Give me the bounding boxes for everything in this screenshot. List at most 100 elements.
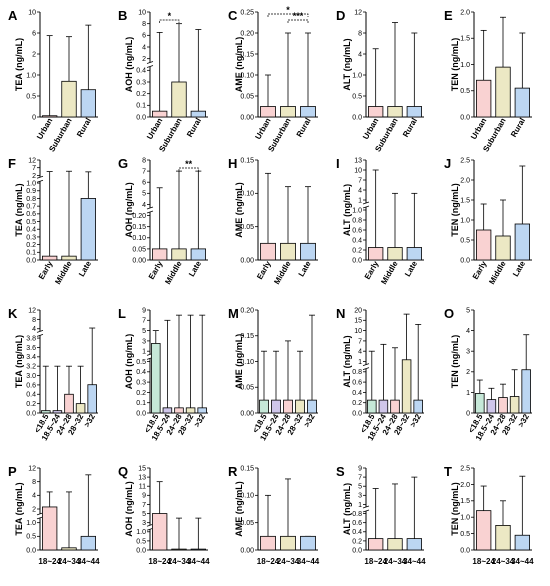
panel-G: G AOH (ng/mL) 0.00 0.05 0.10 0.15 0.20 4 5 6 7 8 Ear… bbox=[118, 156, 208, 286]
bar-M-3 bbox=[295, 399, 305, 414]
x-tick-label: 24~34 bbox=[384, 557, 407, 566]
x-tick-label: 34~44 bbox=[511, 557, 534, 566]
y-tick-label: 0.10 bbox=[240, 72, 254, 79]
x-tick-label: Early bbox=[471, 259, 489, 281]
significance-bracket bbox=[287, 19, 309, 23]
x-tick-label: Middle bbox=[487, 259, 508, 286]
panel-label-I: I bbox=[336, 156, 340, 171]
y-tick-label: 0.8 bbox=[26, 196, 36, 203]
y-tick-label: 0.5 bbox=[352, 93, 362, 100]
y-tick-label: 4 bbox=[358, 187, 362, 194]
panel-C: C AME (ng/mL) 0.00 0.05 0.10 0.15 0.20 0.25 Urba… bbox=[228, 5, 318, 153]
x-tick-label: Early bbox=[363, 259, 381, 281]
y-tick-label: 12 bbox=[28, 157, 36, 164]
y-tick-label: 0.0 bbox=[26, 547, 36, 554]
y-axis-label-D: ALT (ng/mL) bbox=[342, 38, 352, 90]
panel-label-J: J bbox=[444, 156, 451, 171]
axis-break bbox=[147, 208, 153, 212]
significance-bracket bbox=[267, 13, 309, 17]
bar-A-1 bbox=[61, 80, 77, 118]
bar-R-2 bbox=[300, 535, 316, 551]
bar-C-0 bbox=[260, 106, 276, 118]
y-axis-label-N: ALT (ng/mL) bbox=[342, 335, 352, 387]
y-tick-label: 0.5 bbox=[460, 237, 470, 244]
bar-D-1 bbox=[387, 106, 403, 118]
y-tick-label: 0.0 bbox=[136, 114, 146, 121]
y-tick-label: 0.25 bbox=[240, 9, 254, 16]
y-tick-label: 0.1 bbox=[26, 250, 36, 257]
y-tick-label: 0.5 bbox=[26, 93, 36, 100]
y-tick-label: 7 bbox=[358, 475, 362, 482]
bar-Q-0 bbox=[152, 513, 168, 551]
bar-E-0 bbox=[476, 79, 492, 118]
axis-break-mark bbox=[146, 527, 154, 531]
axis-break-mark bbox=[36, 175, 44, 179]
y-tick-label: 4 bbox=[142, 202, 146, 209]
bar-N-3 bbox=[401, 359, 412, 414]
y-tick-label: 5 bbox=[142, 511, 146, 518]
y-tick-label: 3 bbox=[466, 349, 470, 356]
y-tick-label: 0.15 bbox=[240, 51, 254, 58]
y-tick-label: 0.0 bbox=[460, 547, 470, 554]
significance-bracket bbox=[159, 19, 180, 23]
bar-L-1 bbox=[162, 407, 173, 414]
axis-break-mark bbox=[36, 330, 44, 333]
panel-P: P TEA (ng/mL) 0.0 0.5 1.0 2 4 8 12 18~2424~3434~4… bbox=[8, 464, 100, 566]
bar-L-0 bbox=[151, 343, 161, 414]
y-tick-label: 12 bbox=[354, 9, 362, 16]
bar-N-4 bbox=[413, 399, 423, 414]
x-tick-label: 18~24 bbox=[38, 557, 61, 566]
y-tick-label: 2.0 bbox=[460, 177, 470, 184]
panel-F: F TEA (ng/mL) 0.00.10.20.30.40.50.60.70.80… bbox=[8, 156, 98, 286]
axis-break-mark bbox=[362, 367, 370, 371]
y-tick-label: 0.5 bbox=[460, 531, 470, 538]
y-tick-label: 0.0 bbox=[352, 410, 362, 417]
y-tick-label: 6 bbox=[142, 33, 146, 40]
bar-H-2 bbox=[300, 242, 316, 261]
x-tick-label: Middle bbox=[379, 259, 400, 286]
y-tick-label: 0.05 bbox=[240, 224, 254, 231]
x-tick-label: Late bbox=[187, 259, 203, 278]
panel-label-B: B bbox=[118, 8, 127, 23]
x-tick-label: Urban bbox=[145, 116, 164, 141]
bar-S-2 bbox=[406, 538, 422, 551]
x-tick-label: Rural bbox=[185, 117, 203, 139]
bar-A-0 bbox=[42, 115, 58, 118]
y-tick-label: 0.05 bbox=[240, 93, 254, 100]
panel-label-F: F bbox=[8, 156, 16, 171]
panel-label-G: G bbox=[118, 156, 128, 171]
y-axis-label-P: TEA (ng/mL) bbox=[14, 482, 24, 535]
y-tick-label: 0.4 bbox=[136, 68, 146, 75]
bar-M-1 bbox=[271, 399, 281, 414]
y-tick-label: 10 bbox=[354, 328, 362, 335]
bar-D-2 bbox=[406, 106, 422, 118]
significance-label: * bbox=[168, 11, 172, 21]
x-tick-label: Late bbox=[511, 259, 527, 278]
bar-B-2 bbox=[190, 110, 206, 118]
bar-I-0 bbox=[368, 247, 384, 261]
y-tick-label: 0.10 bbox=[240, 359, 254, 366]
y-tick-label: 0.5 bbox=[26, 534, 36, 541]
y-axis-label-S: ALT (ng/mL) bbox=[342, 483, 352, 535]
x-tick-label: >32 bbox=[408, 412, 423, 429]
y-tick-label: 2 bbox=[466, 369, 470, 376]
axis-break-mark bbox=[362, 201, 370, 205]
bar-B-0 bbox=[152, 110, 168, 118]
y-tick-label: 7 bbox=[358, 177, 362, 184]
bar-Q-1 bbox=[171, 548, 187, 551]
y-tick-label: 9 bbox=[142, 307, 146, 314]
y-tick-label: 0.4 bbox=[352, 390, 362, 397]
x-tick-label: Early bbox=[37, 259, 55, 281]
y-tick-label: 7 bbox=[358, 338, 362, 345]
y-tick-label: 3 bbox=[358, 493, 362, 500]
y-tick-label: 0.05 bbox=[132, 246, 146, 253]
bar-Q-2 bbox=[190, 548, 206, 551]
panel-label-D: D bbox=[336, 8, 345, 23]
axis-break bbox=[147, 62, 153, 67]
y-tick-label: 1.0 bbox=[26, 520, 36, 527]
bar-O-3 bbox=[509, 396, 520, 414]
y-tick-label: 0.0 bbox=[352, 547, 362, 554]
x-tick-label: 24~34 bbox=[492, 557, 515, 566]
